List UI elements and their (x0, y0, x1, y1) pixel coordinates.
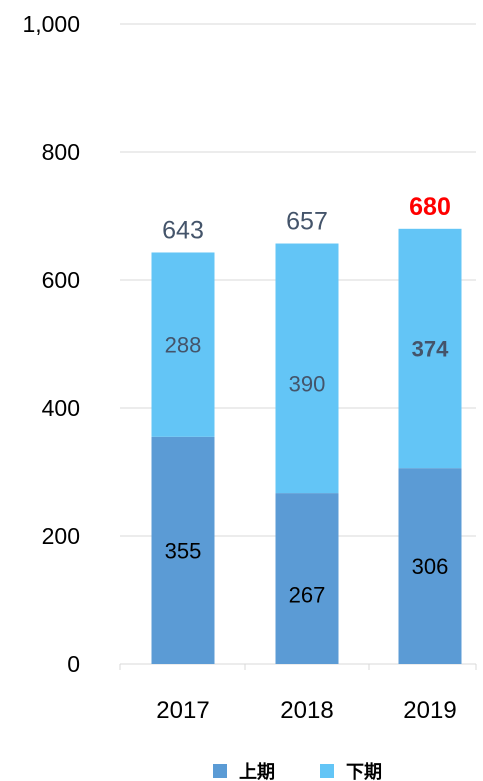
total-value-label: 657 (286, 208, 328, 236)
y-axis: 0 200 400 600 800 1,000 (22, 11, 80, 677)
segment-value-label: 267 (289, 583, 326, 608)
segment-value-label: 306 (412, 554, 449, 579)
legend-label: 上期 (239, 762, 275, 781)
x-category-label: 2018 (280, 697, 333, 724)
segment-value-label: 390 (289, 371, 326, 396)
bar-segment (398, 468, 462, 664)
segment-value-label: 355 (165, 538, 202, 563)
bar-segment (151, 436, 215, 664)
y-tick-label: 400 (42, 395, 80, 421)
total-value-label: 680 (409, 193, 451, 221)
data-labels: 355 288 643 267 390 657 306 374 680 (162, 193, 451, 608)
bar-segment (151, 252, 215, 437)
y-tick-label: 1,000 (22, 11, 80, 37)
total-value-label: 643 (162, 216, 204, 244)
bar-segment (275, 493, 339, 664)
y-tick-label: 200 (42, 523, 80, 549)
x-category-label: 2019 (403, 697, 456, 724)
segment-value-label: 288 (165, 333, 202, 358)
bars (151, 228, 462, 664)
x-category-label: 2017 (156, 697, 209, 724)
y-tick-label: 800 (42, 139, 80, 165)
x-axis: 2017 2018 2019 (119, 664, 477, 724)
segment-value-label: 374 (412, 336, 449, 361)
legend-swatch (320, 764, 334, 778)
y-tick-label: 600 (42, 267, 80, 293)
bar-segment (398, 228, 462, 469)
y-tick-label: 0 (67, 651, 80, 677)
legend-swatch (213, 764, 227, 778)
legend-label: 下期 (346, 762, 382, 781)
bar-segment (275, 243, 339, 494)
legend: 上期 下期 (213, 762, 382, 781)
